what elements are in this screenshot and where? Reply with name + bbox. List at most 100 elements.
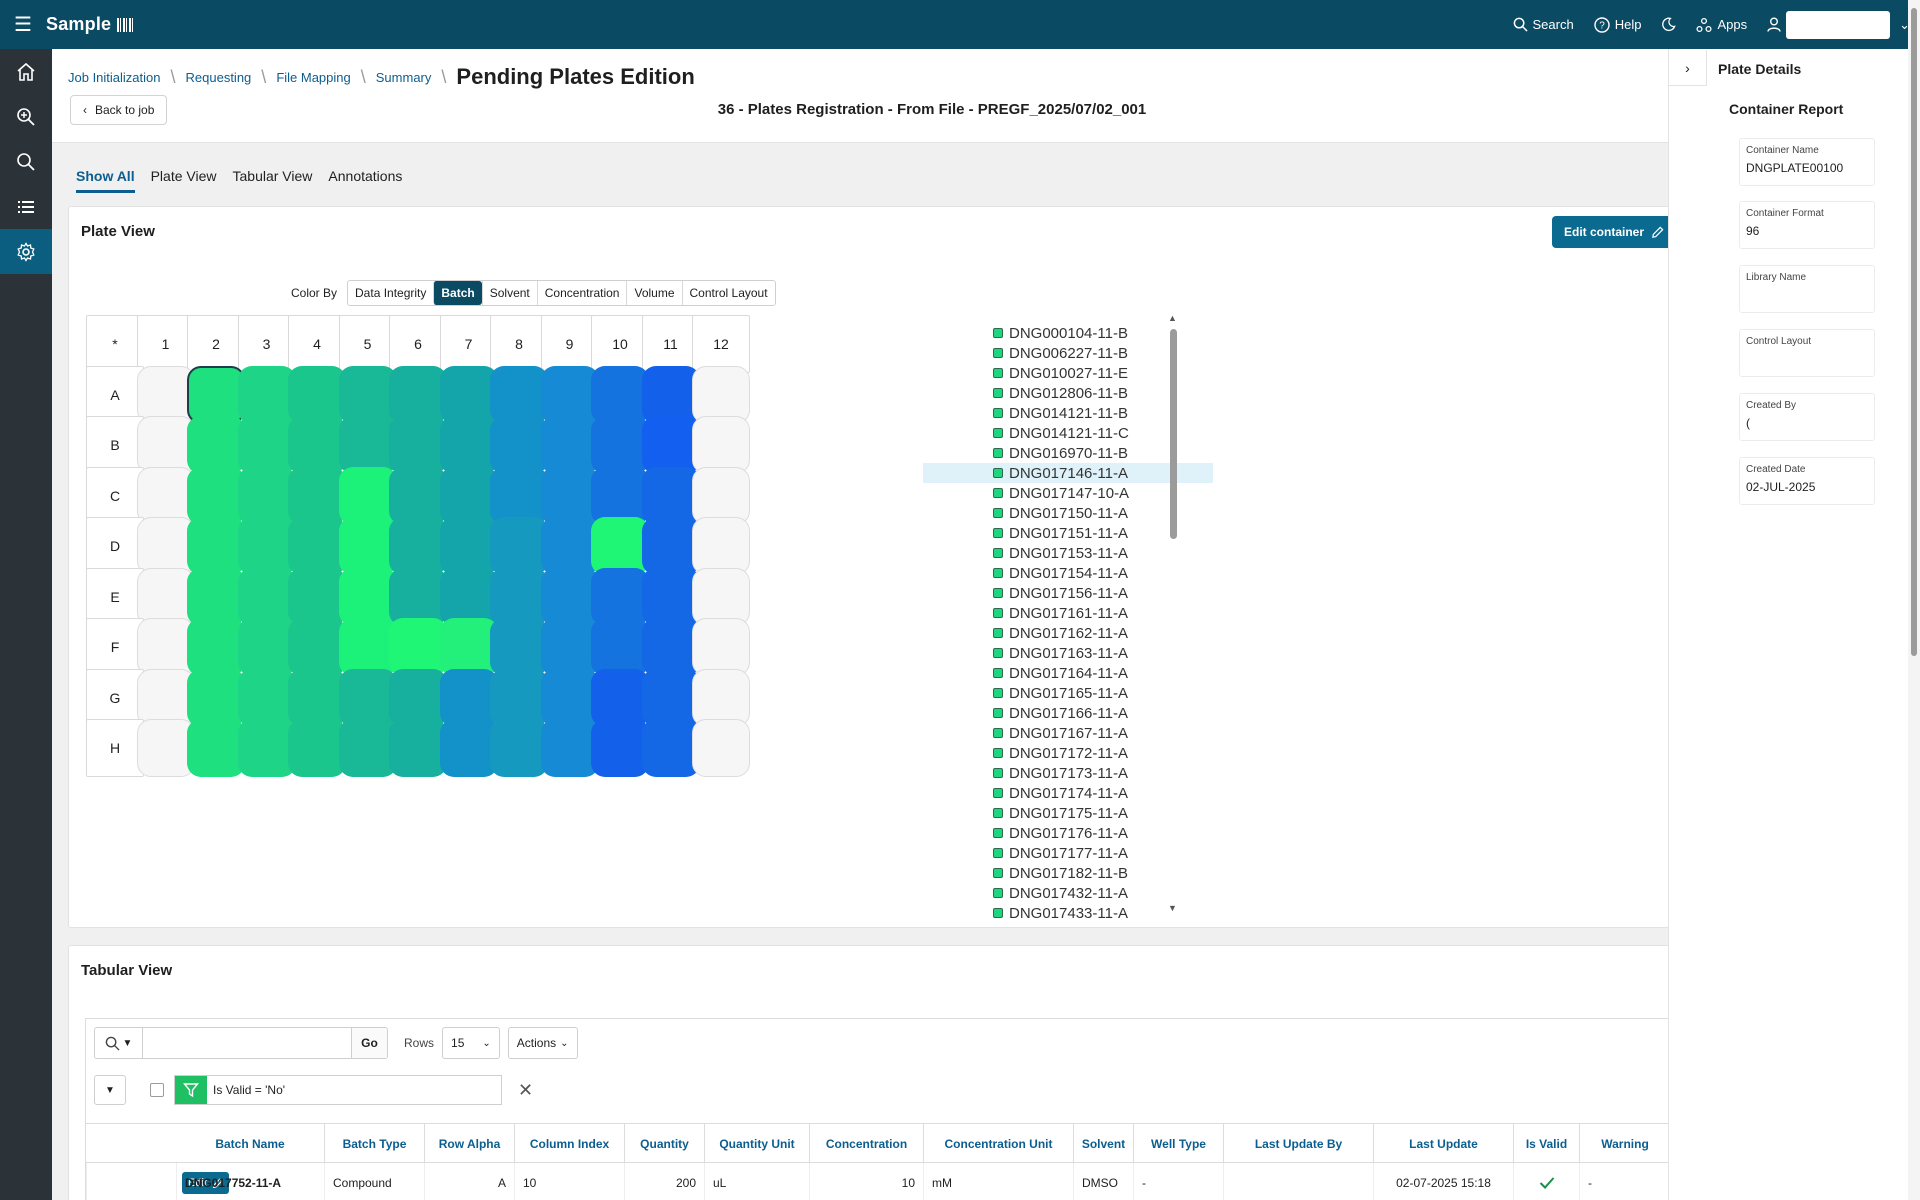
plate-well[interactable] [591,466,649,525]
column-header[interactable]: Concentration [809,1124,923,1164]
scroll-down-icon[interactable]: ▼ [1168,903,1177,913]
plate-well[interactable] [237,466,296,525]
plate-well[interactable] [237,567,296,626]
plate-well[interactable] [692,517,750,575]
remove-filter-icon[interactable]: ✕ [518,1079,534,1100]
plate-well[interactable] [338,365,397,424]
legend-item[interactable]: DNG017156-11-A [923,583,1268,603]
plate-well[interactable] [540,416,599,474]
breadcrumb-summary[interactable]: Summary [375,69,432,85]
plate-well[interactable] [237,668,296,727]
tab-plate-view[interactable]: Plate View [150,168,217,184]
help-link[interactable]: ? Help [1594,16,1641,33]
legend-item[interactable]: DNG017167-11-A [923,723,1268,743]
plate-well[interactable] [136,365,195,424]
plate-well[interactable] [136,466,195,525]
legend-item[interactable]: DNG017163-11-A [923,643,1268,663]
column-header[interactable]: Concentration Unit [923,1124,1073,1164]
legend-item[interactable]: DNG017162-11-A [923,623,1268,643]
plate-well[interactable] [187,365,245,424]
plate-well[interactable] [641,416,700,474]
legend-item[interactable]: DNG017175-11-A [923,803,1268,823]
plate-well[interactable] [540,668,599,727]
legend-item[interactable]: DNG017153-11-A [923,543,1268,563]
column-header[interactable]: Is Valid [1513,1124,1579,1164]
legend-item[interactable]: DNG014121-11-B [923,403,1268,423]
nav-zoom[interactable] [0,94,52,139]
plate-well[interactable] [641,719,700,777]
plate-well[interactable] [490,618,548,676]
edit-container-button[interactable]: Edit container [1551,216,1676,248]
plate-well[interactable] [439,668,498,727]
legend-item[interactable]: DNG017146-11-A [923,463,1213,483]
plate-well[interactable] [439,365,498,424]
tab-show-all[interactable]: Show All [76,168,135,193]
plate-well[interactable] [439,567,498,626]
legend-item[interactable]: DNG017173-11-A [923,763,1268,783]
color-by-option[interactable]: Control Layout [681,281,775,305]
breadcrumb-requesting[interactable]: Requesting [185,69,252,85]
column-header[interactable]: Batch Type [324,1124,424,1164]
legend-item[interactable]: DNG012806-11-B [923,383,1268,403]
legend-item[interactable]: DNG014121-11-C [923,423,1268,443]
plate-well[interactable] [389,365,447,424]
plate-well[interactable] [187,466,245,525]
plate-well[interactable] [136,618,195,676]
legend-item[interactable]: DNG017154-11-A [923,563,1268,583]
column-header[interactable]: Last Update [1373,1124,1513,1164]
search-input[interactable] [143,1028,351,1058]
plate-well[interactable] [338,567,397,626]
plate-well[interactable] [338,416,397,474]
color-by-option[interactable]: Volume [626,281,682,305]
legend-item[interactable]: DNG017166-11-A [923,703,1268,723]
collapse-filters-button[interactable]: ▼ [94,1075,126,1105]
actions-menu-button[interactable]: Actions ⌄ [507,1027,578,1059]
breadcrumb-file-mapping[interactable]: File Mapping [276,69,351,85]
nav-settings[interactable] [0,229,52,274]
legend-item[interactable]: DNG010027-11-E [923,363,1268,383]
plate-well[interactable] [237,365,296,424]
search-column-selector[interactable]: ▼ [95,1028,143,1058]
rows-select[interactable]: 15 ⌄ [442,1027,500,1059]
plate-well[interactable] [490,567,548,626]
plate-well[interactable] [187,416,245,474]
legend-item[interactable]: DNG017182-11-B [923,863,1268,883]
plate-well[interactable] [439,416,498,474]
plate-well[interactable] [288,567,346,626]
plate-well[interactable] [490,668,548,727]
tab-tabular-view[interactable]: Tabular View [232,168,313,184]
go-button[interactable]: Go [351,1028,387,1058]
plate-well[interactable] [540,567,599,626]
legend-scrollbar[interactable]: ▲ ▼ [1167,313,1179,915]
user-menu[interactable]: ⌄ [1767,10,1910,39]
search-link[interactable]: Search [1513,17,1574,32]
collapse-panel-button[interactable]: › [1669,50,1707,86]
column-header[interactable]: Warning [1579,1124,1670,1164]
column-header[interactable]: Batch Name [215,1137,285,1151]
legend-item[interactable]: DNG017176-11-A [923,823,1268,843]
plate-well[interactable] [389,719,447,777]
plate-well[interactable] [389,618,447,676]
plate-well[interactable] [692,668,750,727]
plate-well[interactable] [641,618,700,676]
plate-well[interactable] [591,618,649,676]
nav-search[interactable] [0,139,52,184]
plate-well[interactable] [237,719,296,777]
dark-mode-toggle[interactable] [1661,17,1677,32]
plate-well[interactable] [288,719,346,777]
plate-well[interactable] [338,466,397,525]
legend-item[interactable]: DNG017433-11-A [923,903,1268,918]
plate-well[interactable] [439,517,498,575]
menu-icon[interactable]: ☰ [14,14,32,36]
plate-well[interactable] [540,719,599,777]
plate-well[interactable] [439,466,498,525]
legend-item[interactable]: DNG017432-11-A [923,883,1268,903]
plate-well[interactable] [490,416,548,474]
legend-item[interactable]: DNG017161-11-A [923,603,1268,623]
plate-well[interactable] [490,365,548,424]
back-to-job-button[interactable]: ‹ Back to job [70,95,168,125]
plate-well[interactable] [288,618,346,676]
legend-item[interactable]: DNG016970-11-B [923,443,1268,463]
app-title[interactable]: Sample [46,14,136,35]
plate-well[interactable] [389,668,447,727]
